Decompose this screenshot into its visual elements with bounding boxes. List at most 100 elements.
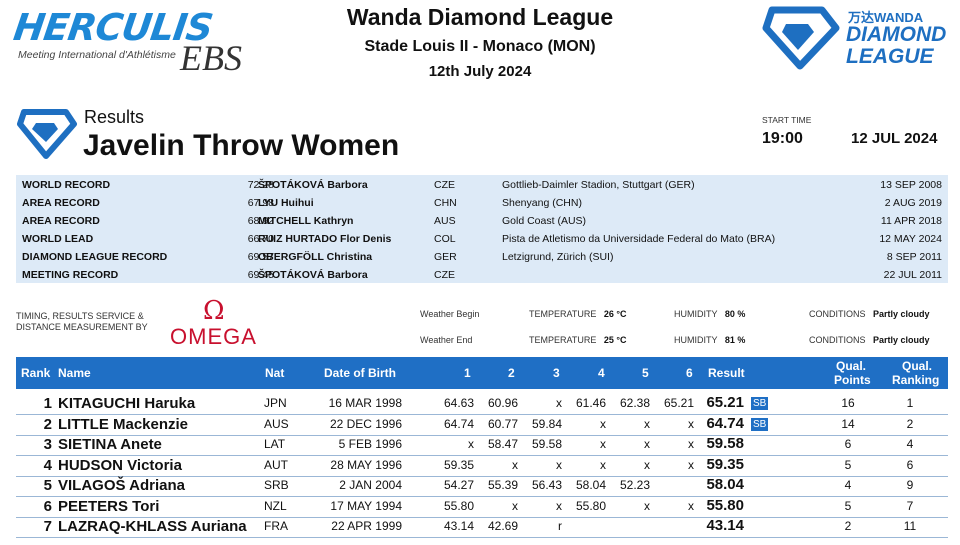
table-row: 4 HUDSON Victoria AUT 28 MAY 1996 59.35 x x x x x… — [16, 456, 948, 477]
record-label: AREA RECORD — [22, 215, 100, 227]
table-row: 1 KITAGUCHI Haruka JPN 16 MAR 1998 64.63 60.9… — [16, 394, 948, 415]
athlete-rank: 6 — [43, 497, 52, 515]
conditions-begin: CONDITIONS Partly cloudy — [809, 309, 930, 319]
attempt-4: 58.04 — [575, 478, 606, 492]
qual-points: 14 — [841, 416, 855, 431]
temperature-label: TEMPERATURE — [529, 335, 597, 345]
temperature-label: TEMPERATURE — [529, 309, 597, 319]
conditions-begin-value: Partly cloudy — [873, 309, 930, 319]
record-row: DIAMOND LEAGUE RECORD 69.57 OBERGFÖLL Chri… — [16, 248, 948, 266]
attempt-5: x — [644, 416, 650, 431]
weather-end-label: Weather End — [420, 335, 473, 345]
col-name: Name — [58, 366, 91, 380]
athlete-name: SIETINA Anete — [58, 436, 162, 453]
results-diamond-icon — [17, 109, 77, 159]
athlete-rank: 1 — [43, 395, 52, 412]
record-value: 66.70 — [247, 233, 274, 245]
athlete-nat: SRB — [264, 478, 289, 492]
athlete-result: 55.80 — [706, 496, 744, 514]
attempt-5: x — [644, 457, 650, 472]
conditions-label: CONDITIONS — [809, 335, 866, 345]
record-value: 68.92 — [247, 215, 274, 227]
temperature-end: TEMPERATURE 25 °C — [529, 335, 626, 345]
record-label: WORLD LEAD — [22, 233, 94, 245]
record-row: WORLD RECORD 72.28 ŠPOTÁKOVÁ Barbora CZE Got… — [16, 176, 948, 194]
results-label: Results — [84, 107, 145, 127]
attempt-1: x — [468, 437, 474, 451]
humidity-end: HUMIDITY 81 % — [674, 335, 745, 345]
record-date: 22 JUL 2011 — [883, 269, 942, 281]
attempt-2: 60.96 — [487, 396, 518, 410]
athlete-nat: FRA — [264, 519, 288, 533]
athlete-result: 65.21 — [706, 394, 744, 411]
attempt-3: x — [556, 457, 562, 472]
record-row: AREA RECORD 68.92 MITCHELL Kathryn AUS Gold … — [16, 212, 948, 230]
omega-logo: OMEGA — [170, 324, 257, 349]
qual-ranking: 1 — [906, 396, 914, 410]
col-nat: Nat — [265, 366, 285, 380]
table-row: 7 LAZRAQ-KHLASS Auriana FRA 22 APR 1999 43.1… — [16, 517, 948, 538]
table-row: 2 LITTLE Mackenzie AUS 22 DEC 1996 64.74 60.7… — [16, 415, 948, 436]
qual-ranking: 6 — [906, 457, 914, 472]
athlete-name: KITAGUCHI Haruka — [58, 395, 196, 412]
record-holder: MITCHELL Kathryn — [258, 215, 354, 227]
weather-begin-label: Weather Begin — [420, 309, 480, 319]
col-attempt-5: 5 — [642, 366, 649, 380]
athlete-nat: NZL — [264, 498, 287, 513]
start-time-label: START TIME — [762, 115, 812, 125]
qual-ranking: 9 — [906, 478, 914, 492]
record-row: MEETING RECORD 69.45 ŠPOTÁKOVÁ Barbora CZE 2… — [16, 266, 948, 284]
athlete-dob: 17 MAY 1994 — [330, 498, 402, 513]
athlete-rank: 4 — [43, 456, 52, 474]
attempt-3: x — [556, 498, 562, 513]
record-nat: GER — [434, 251, 457, 263]
record-label: WORLD RECORD — [22, 179, 111, 191]
qual-ranking: 4 — [906, 437, 914, 451]
timing-credit: TIMING, RESULTS SERVICE & DISTANCE MEASU… — [16, 311, 148, 333]
record-nat: CHN — [434, 197, 457, 209]
qual-ranking: 7 — [906, 498, 914, 513]
record-holder: LYU Huihui — [258, 197, 314, 209]
attempt-1: 43.14 — [443, 519, 474, 533]
attempt-1: 64.63 — [443, 396, 474, 410]
record-holder: ŠPOTÁKOVÁ Barbora — [258, 179, 368, 191]
competition-date: 12th July 2024 — [428, 63, 532, 80]
attempt-1: 64.74 — [443, 416, 474, 431]
record-holder: ŠPOTÁKOVÁ Barbora — [258, 269, 368, 281]
athlete-name: LAZRAQ-KHLASS Auriana — [58, 518, 247, 535]
event-title: Javelin Throw Women — [83, 129, 400, 162]
humidity-label: HUMIDITY — [674, 335, 718, 345]
start-time: 19:00 — [762, 130, 803, 147]
attempt-2: 55.39 — [487, 478, 518, 492]
attempt-4: x — [600, 437, 606, 451]
record-nat: COL — [434, 233, 456, 245]
attempt-2: x — [512, 498, 518, 513]
record-date: 11 APR 2018 — [880, 215, 942, 227]
dl-word-1: DIAMOND — [846, 23, 947, 46]
record-label: MEETING RECORD — [22, 269, 119, 281]
record-value: 67.98 — [247, 197, 274, 209]
col-attempt-2: 2 — [508, 366, 515, 380]
ebs-logo: EBS — [180, 38, 242, 78]
attempt-3: r — [558, 519, 562, 533]
temperature-begin: TEMPERATURE 26 °C — [529, 309, 626, 319]
record-nat: AUS — [434, 215, 456, 227]
attempt-2: 60.77 — [487, 416, 518, 431]
col-qual-ranking-2: Ranking — [892, 373, 940, 387]
conditions-end: CONDITIONS Partly cloudy — [809, 335, 930, 345]
record-value: 72.28 — [247, 179, 274, 191]
attempt-6: x — [688, 437, 694, 451]
record-nat: CZE — [434, 179, 455, 191]
athlete-rank: 2 — [43, 415, 52, 433]
athlete-result: 59.58 — [706, 435, 744, 452]
record-row: WORLD LEAD 66.70 RUIZ HURTADO Flor Denis CO… — [16, 230, 948, 248]
attempt-6: x — [688, 457, 694, 472]
qual-points: 6 — [844, 437, 852, 451]
record-value: 69.45 — [247, 269, 274, 281]
qual-points: 2 — [844, 519, 852, 533]
attempt-2: x — [512, 457, 518, 472]
record-holder: OBERGFÖLL Christina — [258, 251, 373, 263]
col-attempt-4: 4 — [598, 366, 605, 380]
athlete-result: 59.35 — [706, 455, 744, 473]
attempt-5: 52.23 — [619, 478, 650, 492]
